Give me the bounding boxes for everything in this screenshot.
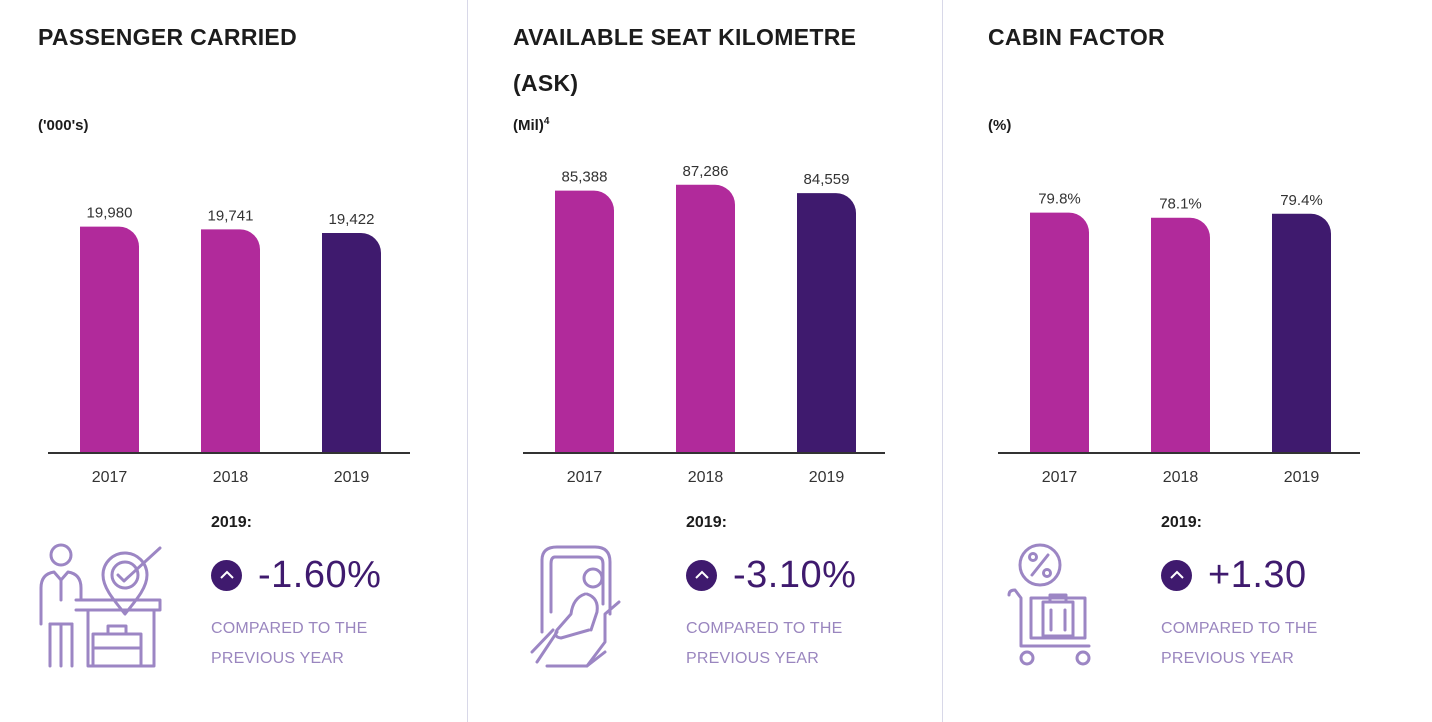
data-label-2017: 79.8% — [1038, 191, 1081, 208]
data-label-2019: 19,422 — [329, 211, 375, 228]
bar-2017 — [80, 226, 139, 452]
data-label-2018: 87,286 — [683, 163, 729, 180]
data-label-2018: 78.1% — [1159, 196, 1202, 213]
unit-footnote: 4 — [543, 116, 550, 127]
compare-line-1: COMPARED TO THE — [686, 620, 843, 637]
compare-line-2: PREVIOUS YEAR — [1161, 650, 1295, 667]
data-label-2019: 79.4% — [1280, 192, 1323, 209]
change-value: +1.30 — [1208, 553, 1307, 596]
panel-divider — [467, 0, 468, 722]
summary-year: 2019: — [1161, 514, 1202, 531]
panel-passenger-carried: PASSENGER CARRIED ('000's) 19,980 2017 19,… — [0, 0, 470, 722]
panel-title: CABIN FACTOR — [988, 24, 1165, 50]
bar-chart-ask: 85,388 2017 87,286 2018 84,559 2019 — [523, 163, 885, 486]
x-tick-2018: 2018 — [1163, 469, 1199, 486]
bar-2018 — [676, 184, 735, 452]
up-arrow-icon — [686, 559, 717, 591]
x-tick-2018: 2018 — [688, 469, 724, 486]
x-tick-2017: 2017 — [567, 469, 603, 486]
unit-label: (Mil)4 — [513, 116, 549, 134]
bar-2018 — [201, 229, 260, 452]
data-label-2019: 84,559 — [804, 171, 850, 188]
unit-label: (%) — [988, 116, 1011, 134]
data-label-2017: 85,388 — [562, 169, 608, 186]
up-arrow-icon — [1161, 559, 1192, 591]
unit-text: (Mil) — [513, 117, 544, 134]
compare-caption: COMPARED TO THE PREVIOUS YEAR — [211, 614, 411, 674]
panel-divider — [942, 0, 943, 722]
summary-year: 2019: — [686, 514, 727, 531]
bar-2019 — [322, 232, 381, 452]
unit-text: ('000's) — [38, 117, 89, 134]
bar-chart-passenger: 19,980 2017 19,741 2018 19,422 2019 — [48, 205, 410, 486]
x-tick-2019: 2019 — [809, 469, 845, 486]
data-label-2017: 19,980 — [87, 205, 133, 222]
panel-title: PASSENGER CARRIED — [38, 24, 297, 50]
seated-passenger-icon — [530, 545, 621, 668]
compare-line-1: COMPARED TO THE — [211, 620, 368, 637]
bar-2017 — [1030, 212, 1089, 452]
bar-2019 — [797, 193, 856, 452]
change-row: -3.10% — [686, 550, 856, 600]
bar-chart-cabin-factor: 79.8% 2017 78.1% 2018 79.4% 2019 — [998, 191, 1360, 486]
unit-text: (%) — [988, 117, 1012, 134]
panel-cabin-factor: CABIN FACTOR (%) 79.8% 2017 78.1% 2018 79.4%… — [950, 0, 1420, 722]
x-tick-2017: 2017 — [92, 469, 128, 486]
bar-2018 — [1151, 217, 1210, 452]
up-arrow-icon — [211, 559, 242, 591]
data-label-2018: 19,741 — [208, 207, 254, 224]
change-value: -1.60% — [258, 553, 382, 596]
passenger-checkin-icon — [39, 543, 162, 668]
compare-line-1: COMPARED TO THE — [1161, 620, 1318, 637]
bar-2019 — [1272, 213, 1331, 452]
compare-caption: COMPARED TO THE PREVIOUS YEAR — [686, 614, 886, 674]
change-row: +1.30 — [1161, 550, 1307, 600]
unit-label: ('000's) — [38, 116, 89, 134]
x-tick-2019: 2019 — [1284, 469, 1320, 486]
x-tick-2017: 2017 — [1042, 469, 1078, 486]
summary-year: 2019: — [211, 514, 252, 531]
x-tick-2018: 2018 — [213, 469, 249, 486]
compare-caption: COMPARED TO THE PREVIOUS YEAR — [1161, 614, 1361, 674]
change-row: -1.60% — [211, 550, 381, 600]
x-tick-2019: 2019 — [334, 469, 370, 486]
compare-line-2: PREVIOUS YEAR — [686, 650, 820, 667]
change-value: -3.10% — [733, 553, 857, 596]
luggage-cart-percent-icon — [1007, 543, 1091, 666]
panel-available-seat-kilometre: AVAILABLE SEAT KILOMETRE (ASK) (Mil)4 85… — [475, 0, 945, 722]
compare-line-2: PREVIOUS YEAR — [211, 650, 345, 667]
panel-title: AVAILABLE SEAT KILOMETRE (ASK) — [513, 24, 857, 96]
bar-2017 — [555, 190, 614, 452]
